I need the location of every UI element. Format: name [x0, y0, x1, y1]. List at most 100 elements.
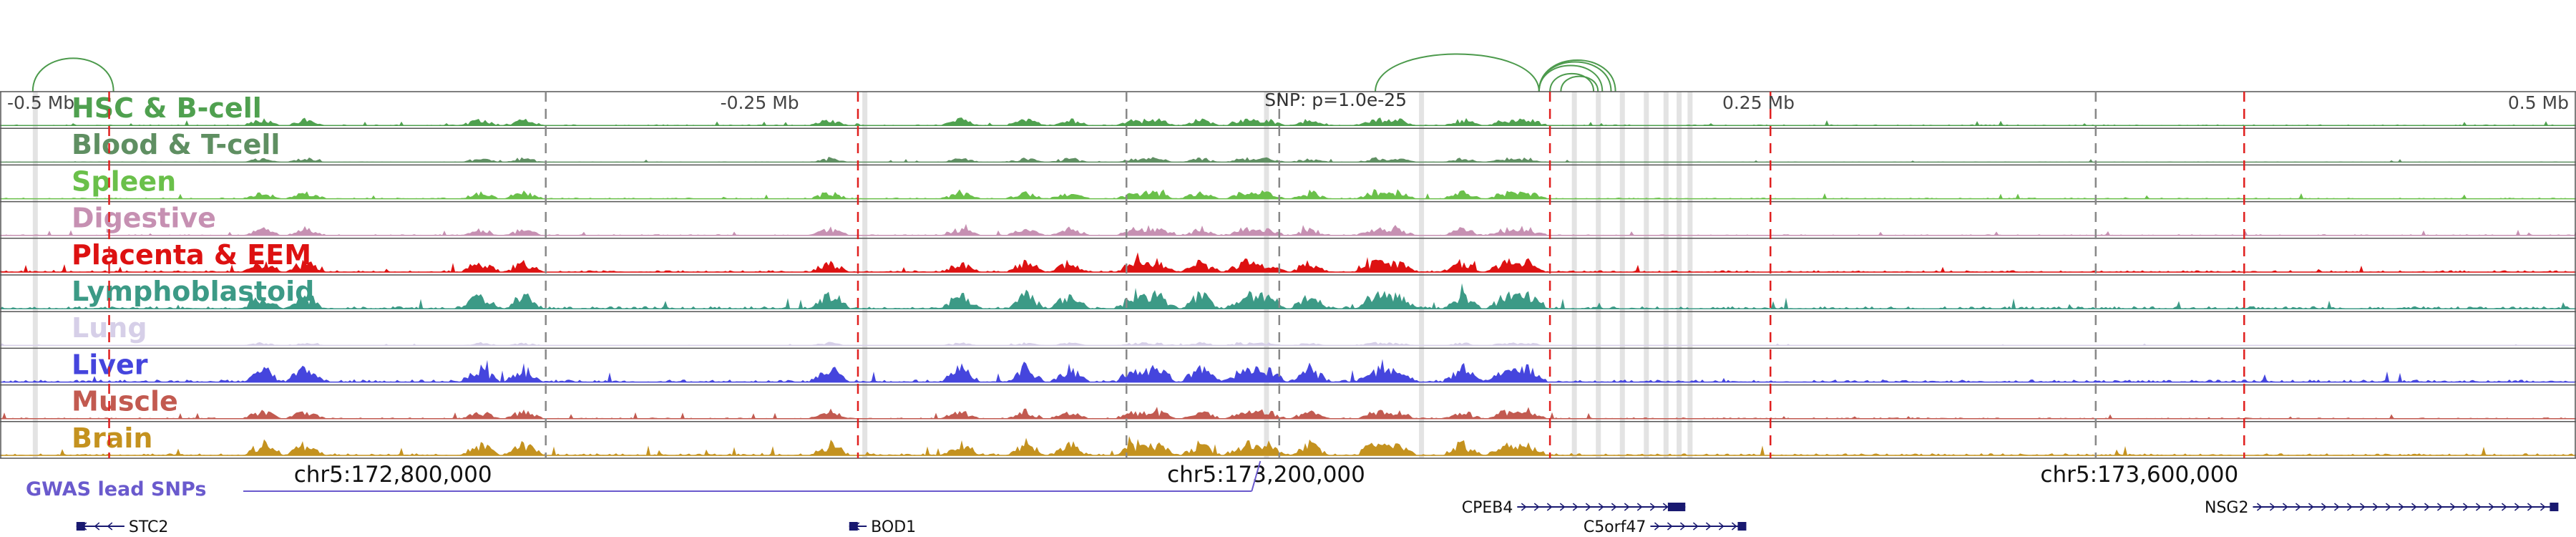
gene-exon: [76, 522, 85, 531]
strand-chevron: [2488, 503, 2494, 511]
signal-peaks: [0, 223, 2576, 236]
track-label: Brain: [72, 422, 152, 454]
strand-chevron: [2398, 503, 2404, 511]
strand-chevron: [2295, 503, 2301, 511]
distance-tick-label: -0.5 Mb: [7, 92, 74, 113]
signal-peaks: [0, 283, 2576, 309]
track-digestive: Digestive: [0, 200, 2576, 236]
strand-chevron: [1679, 522, 1686, 531]
track-placenta-eem: Placenta & EEM: [0, 238, 2576, 273]
chromatin-loop: [1560, 75, 1599, 92]
chromatin-loop: [1549, 72, 1595, 92]
gene-track: STC2 BOD1 CPEB4 C5orf47 NSG2: [76, 499, 2559, 536]
coordinate-label: chr5:172,800,000: [294, 462, 492, 488]
signal-peaks: [0, 359, 2576, 382]
signal-peaks: [0, 342, 2576, 346]
coordinate-label: chr5:173,200,000: [1167, 462, 1365, 488]
track-label: Placenta & EEM: [72, 239, 311, 271]
strand-chevron: [107, 522, 113, 531]
gene-label: CPEB4: [1462, 499, 1513, 517]
track-brain: Brain: [0, 421, 2576, 456]
strand-chevron: [2385, 503, 2391, 511]
strand-chevron: [2411, 503, 2417, 511]
track-label: Blood & T-cell: [72, 129, 280, 160]
strand-chevron: [2540, 503, 2546, 511]
strand-chevron: [1654, 522, 1660, 531]
strand-chevron: [94, 522, 100, 531]
gene-exon: [849, 522, 858, 531]
gwas-connector: [1251, 460, 1262, 492]
gene-cpeb4: CPEB4: [1462, 499, 1686, 517]
gene-exon: [1667, 503, 1686, 511]
strand-chevron: [1718, 522, 1724, 531]
strand-chevron: [1533, 503, 1540, 511]
coordinate-axis: chr5:172,800,000 chr5:173,200,000 chr5:173…: [294, 462, 2239, 488]
gene-stc2: STC2: [76, 518, 168, 536]
highlight-lines: [108, 92, 2245, 458]
gwas-label: GWAS lead SNPs: [26, 478, 206, 500]
chromatin-loop: [1538, 64, 1604, 92]
gene-label: NSG2: [2205, 499, 2248, 517]
gene-nsg2: NSG2: [2205, 499, 2559, 517]
track-lung: Lung: [0, 311, 2576, 347]
gene-label: STC2: [129, 518, 168, 536]
strand-chevron: [2462, 503, 2469, 511]
signal-peaks: [0, 189, 2576, 199]
track-blood-t-cell: Blood & T-cell: [0, 127, 2576, 163]
strand-chevron: [2269, 503, 2275, 511]
strand-chevron: [1598, 503, 1604, 511]
track-spleen: Spleen: [0, 164, 2576, 200]
strand-chevron: [1692, 522, 1699, 531]
strand-chevron: [1705, 522, 1712, 531]
track-liver: Liver: [0, 347, 2576, 383]
signal-peaks: [0, 407, 2576, 419]
chromatin-loops: [31, 53, 1616, 92]
track-label: Muscle: [72, 386, 178, 417]
chromatin-loop: [1375, 53, 1540, 92]
strand-chevron: [2359, 503, 2366, 511]
strand-chevron: [2501, 503, 2507, 511]
strand-chevron: [2436, 503, 2443, 511]
strand-chevron: [2333, 503, 2340, 511]
strand-chevron: [1675, 503, 1682, 511]
track-hsc-b-cell: HSC & B-cell: [0, 91, 2576, 126]
strand-chevron: [1546, 503, 1553, 511]
strand-chevron: [2449, 503, 2456, 511]
distance-markers: [545, 92, 2097, 458]
strand-chevron: [2527, 503, 2533, 511]
gene-exon: [2550, 503, 2559, 511]
signal-peaks: [0, 156, 2576, 163]
track-label: Spleen: [72, 165, 176, 197]
track-lymphoblastoid: Lymphoblastoid: [0, 274, 2576, 309]
snp-annotation: SNP: p=1.0e-25: [1264, 90, 1407, 110]
strand-chevron: [1611, 503, 1617, 511]
distance-tick-label: 0.25 Mb: [1722, 92, 1795, 113]
strand-chevron: [1572, 503, 1579, 511]
strand-chevron: [1649, 503, 1656, 511]
strand-chevron: [854, 522, 860, 531]
track-label: Digestive: [72, 203, 216, 234]
gwas-track: GWAS lead SNPs: [26, 460, 1262, 500]
strand-chevron: [1662, 503, 1669, 511]
gene-bod1: BOD1: [849, 518, 916, 536]
strand-chevron: [2321, 503, 2327, 511]
track-label: Lymphoblastoid: [72, 276, 314, 307]
gene-c5orf47: C5orf47: [1584, 518, 1747, 536]
gene-label: C5orf47: [1584, 518, 1646, 536]
strand-chevron: [1667, 522, 1673, 531]
strand-chevron: [2514, 503, 2520, 511]
strand-chevron: [1521, 503, 1527, 511]
gene-label: BOD1: [871, 518, 916, 536]
track-muscle: Muscle: [0, 384, 2576, 420]
distance-tick-label: 0.5 Mb: [2508, 92, 2569, 113]
gene-exon: [1737, 522, 1747, 531]
strand-chevron: [2424, 503, 2430, 511]
signal-peaks: [0, 252, 2576, 272]
strand-chevron: [2346, 503, 2353, 511]
strand-chevron: [2308, 503, 2314, 511]
strand-chevron: [81, 522, 87, 531]
signal-peaks: [0, 117, 2576, 126]
strand-chevron: [1624, 503, 1630, 511]
